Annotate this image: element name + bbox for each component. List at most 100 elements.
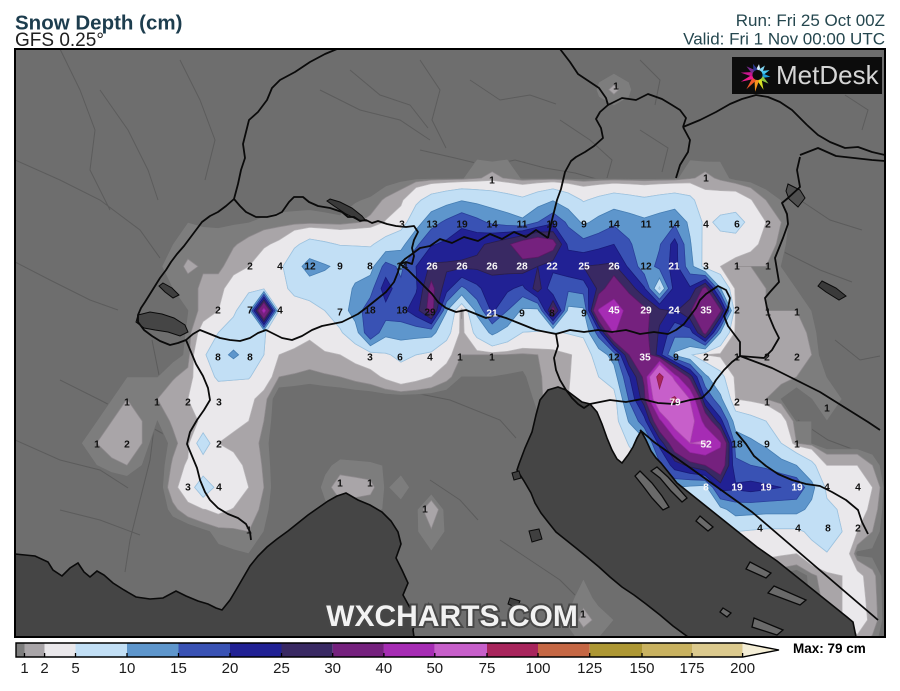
svg-text:6: 6	[734, 220, 740, 231]
svg-text:26: 26	[456, 262, 468, 273]
svg-text:21: 21	[486, 309, 498, 320]
svg-text:Run: Fri 25 Oct 00Z: Run: Fri 25 Oct 00Z	[736, 11, 885, 30]
svg-text:125: 125	[577, 660, 602, 677]
svg-text:1: 1	[824, 404, 830, 415]
svg-text:9: 9	[519, 309, 525, 320]
svg-text:11: 11	[517, 220, 528, 231]
svg-text:22: 22	[546, 262, 558, 273]
svg-text:20: 20	[222, 660, 239, 677]
svg-text:1: 1	[734, 262, 740, 273]
svg-text:52: 52	[700, 440, 712, 451]
svg-text:4: 4	[855, 483, 861, 494]
svg-text:9: 9	[673, 353, 679, 364]
svg-text:2: 2	[185, 398, 191, 409]
svg-text:45: 45	[608, 306, 620, 317]
svg-text:9: 9	[764, 440, 770, 451]
svg-text:26: 26	[608, 262, 620, 273]
svg-text:8: 8	[703, 483, 709, 494]
svg-text:4: 4	[824, 483, 830, 494]
svg-text:3: 3	[216, 398, 222, 409]
svg-text:1: 1	[457, 353, 463, 364]
svg-text:4: 4	[427, 353, 433, 364]
svg-text:19: 19	[791, 483, 803, 494]
svg-text:28: 28	[516, 262, 528, 273]
svg-text:2: 2	[734, 306, 740, 317]
svg-text:50: 50	[426, 660, 443, 677]
svg-text:30: 30	[324, 660, 341, 677]
svg-text:3: 3	[399, 220, 405, 231]
svg-text:35: 35	[639, 353, 651, 364]
svg-text:25: 25	[578, 262, 590, 273]
svg-text:4: 4	[216, 483, 222, 494]
svg-text:26: 26	[426, 262, 438, 273]
svg-text:5: 5	[71, 660, 79, 677]
svg-text:13: 13	[426, 220, 438, 231]
svg-text:200: 200	[730, 660, 755, 677]
svg-text:19: 19	[546, 220, 558, 231]
svg-text:2: 2	[764, 353, 770, 364]
svg-text:11: 11	[641, 220, 652, 231]
svg-text:29: 29	[424, 308, 436, 319]
svg-text:18: 18	[396, 306, 408, 317]
svg-text:MetDesk: MetDesk	[776, 60, 880, 90]
svg-text:2: 2	[216, 440, 222, 451]
svg-text:3: 3	[367, 353, 373, 364]
svg-text:12: 12	[608, 353, 620, 364]
svg-text:1: 1	[734, 353, 740, 364]
svg-text:19: 19	[760, 483, 772, 494]
svg-text:2: 2	[765, 220, 771, 231]
svg-text:1: 1	[422, 505, 428, 516]
svg-text:3: 3	[185, 483, 191, 494]
svg-text:1: 1	[337, 479, 343, 490]
svg-text:8: 8	[367, 262, 373, 273]
svg-text:10: 10	[119, 660, 136, 677]
svg-text:2: 2	[40, 660, 48, 677]
svg-text:24: 24	[668, 306, 680, 317]
svg-text:14: 14	[608, 220, 620, 231]
svg-text:1: 1	[124, 398, 130, 409]
svg-text:19: 19	[731, 483, 743, 494]
svg-text:2: 2	[855, 524, 861, 535]
svg-text:GFS 0.25°: GFS 0.25°	[15, 30, 104, 51]
svg-text:2: 2	[794, 353, 800, 364]
svg-text:1: 1	[613, 82, 619, 93]
svg-text:1: 1	[765, 262, 771, 273]
svg-text:1: 1	[580, 610, 586, 621]
svg-text:25: 25	[273, 660, 290, 677]
svg-text:1: 1	[246, 526, 252, 537]
svg-text:2: 2	[247, 262, 253, 273]
svg-text:1: 1	[367, 479, 373, 490]
svg-text:100: 100	[525, 660, 550, 677]
svg-text:14: 14	[486, 220, 498, 231]
svg-text:2: 2	[703, 353, 709, 364]
svg-text:79: 79	[669, 398, 681, 409]
svg-text:1: 1	[489, 176, 495, 187]
svg-text:75: 75	[479, 660, 496, 677]
svg-text:12: 12	[640, 262, 652, 273]
svg-text:12: 12	[304, 262, 316, 273]
svg-text:19: 19	[456, 220, 468, 231]
svg-text:8: 8	[247, 353, 253, 364]
svg-text:175: 175	[679, 660, 704, 677]
svg-text:8: 8	[215, 353, 221, 364]
svg-text:2: 2	[124, 440, 130, 451]
svg-text:7: 7	[337, 308, 343, 319]
svg-text:21: 21	[668, 262, 680, 273]
svg-text:3: 3	[703, 262, 709, 273]
svg-text:18: 18	[731, 440, 743, 451]
svg-text:4: 4	[703, 220, 709, 231]
svg-text:150: 150	[629, 660, 654, 677]
svg-text:1: 1	[154, 398, 160, 409]
svg-text:6: 6	[397, 353, 403, 364]
svg-text:14: 14	[396, 262, 408, 273]
svg-text:Snow Depth (cm): Snow Depth (cm)	[15, 12, 182, 35]
svg-text:Valid: Fri 1 Nov 00:00 UTC: Valid: Fri 1 Nov 00:00 UTC	[683, 30, 885, 49]
svg-text:7: 7	[247, 306, 253, 317]
svg-text:9: 9	[581, 309, 587, 320]
svg-text:40: 40	[376, 660, 393, 677]
svg-text:8: 8	[549, 309, 555, 320]
svg-text:9: 9	[337, 262, 343, 273]
svg-text:1: 1	[703, 174, 709, 185]
svg-text:1: 1	[794, 440, 800, 451]
svg-text:1: 1	[94, 440, 100, 451]
